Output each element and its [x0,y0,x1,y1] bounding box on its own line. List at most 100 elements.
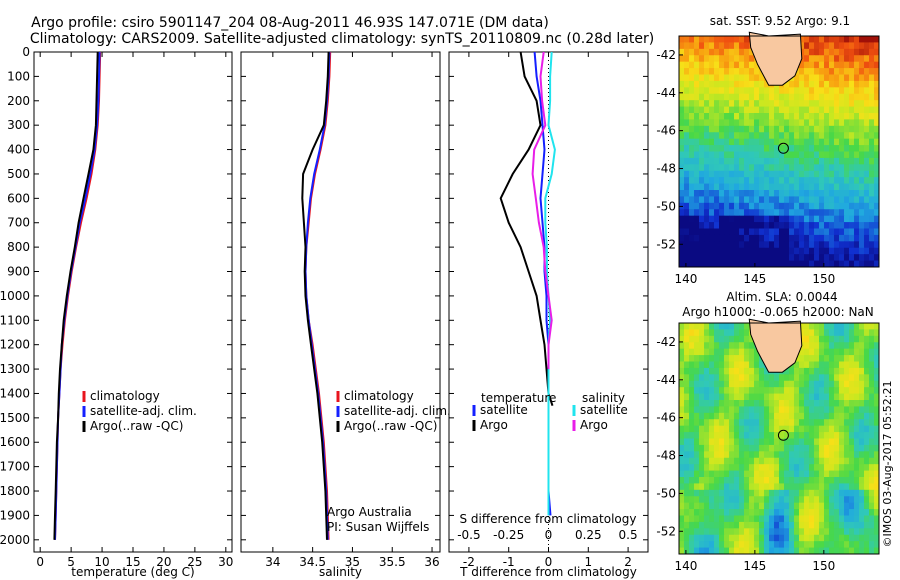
map-cell [699,348,705,356]
map-frame [678,322,880,555]
map-cell [814,425,820,433]
map-x-tick-label: 150 [812,559,835,573]
map-cell [834,374,840,382]
map-cell [729,125,735,133]
map-cell [874,432,880,439]
map-cell [729,132,735,140]
map-cell [779,164,785,172]
map-cell [849,483,855,491]
map-cell [814,234,820,242]
map-cell [679,177,685,185]
map-cell [729,36,735,43]
map-cell [849,323,855,330]
map-cell [689,509,695,516]
map-cell [814,196,820,204]
map-cell [749,183,755,191]
map-cell [849,247,855,255]
map-cell [849,509,855,516]
map-cell [824,254,830,262]
map-cell [704,74,710,82]
map-cell [834,342,840,350]
map-cell [704,48,710,56]
x-tick-label: 20 [156,555,171,569]
map-cell [729,444,735,452]
map-cell [684,254,690,262]
map-cell [709,464,715,472]
map-cell [769,380,775,388]
map-cell [694,106,700,114]
map-cell [824,541,830,549]
map-cell [804,528,810,536]
map-cell [784,138,790,146]
map-cell [814,48,820,56]
map-cell [864,48,870,56]
map-cell [689,412,695,420]
map-cell [699,470,705,478]
map-cell [714,42,720,50]
map-cell [839,119,845,127]
map-cell [799,464,805,472]
map-cell [819,190,825,197]
map-cell [724,100,730,108]
map-cell [859,183,865,191]
map-cell [854,222,860,229]
map-cell [834,464,840,472]
map-cell [769,247,775,255]
map-cell [774,164,780,172]
map-cell [704,125,710,133]
map-cell [684,177,690,185]
map-cell [714,444,720,452]
map-cell [719,380,725,388]
map-cell [834,335,840,343]
map-cell [869,329,875,337]
map-cell [839,222,845,229]
map-cell [859,113,865,120]
map-cell [724,254,730,262]
map-cell [809,451,815,459]
map-cell [754,464,760,472]
map-cell [719,367,725,375]
map-cell [719,260,725,268]
map-cell [694,329,700,337]
map-cell [744,425,750,433]
map-cell [709,444,715,452]
map-cell [834,93,840,101]
map-cell [864,335,870,343]
map-cell [709,119,715,127]
map-cell [769,393,775,401]
map-cell [684,534,690,542]
map-cell [719,444,725,452]
map-cell [694,132,700,140]
map-cell [844,260,850,268]
map-cell [869,412,875,420]
map-cell [869,145,875,152]
map-cell [794,196,800,204]
map-cell [714,528,720,536]
map-cell [679,515,685,523]
y-tick-label: 200 [7,94,30,108]
map-cell [694,55,700,63]
map-cell [724,222,730,229]
map-cell [809,374,815,382]
map-cell [849,234,855,242]
map-cell [804,55,810,63]
map-cell [809,106,815,114]
map-cell [824,547,830,555]
map-cell [769,241,775,249]
map-cell [779,190,785,197]
map-cell [749,451,755,459]
map-cell [729,151,735,159]
map-cell [729,489,735,497]
map-cell [734,419,740,427]
map-cell [774,87,780,95]
map-cell [734,329,740,337]
map-cell [744,528,750,536]
map-cell [804,425,810,433]
map-cell [799,374,805,382]
map-cell [714,234,720,242]
map-cell [769,132,775,140]
map-cell [799,177,805,185]
map-cell [689,367,695,375]
map-cell [744,80,750,88]
map-cell [679,387,685,395]
